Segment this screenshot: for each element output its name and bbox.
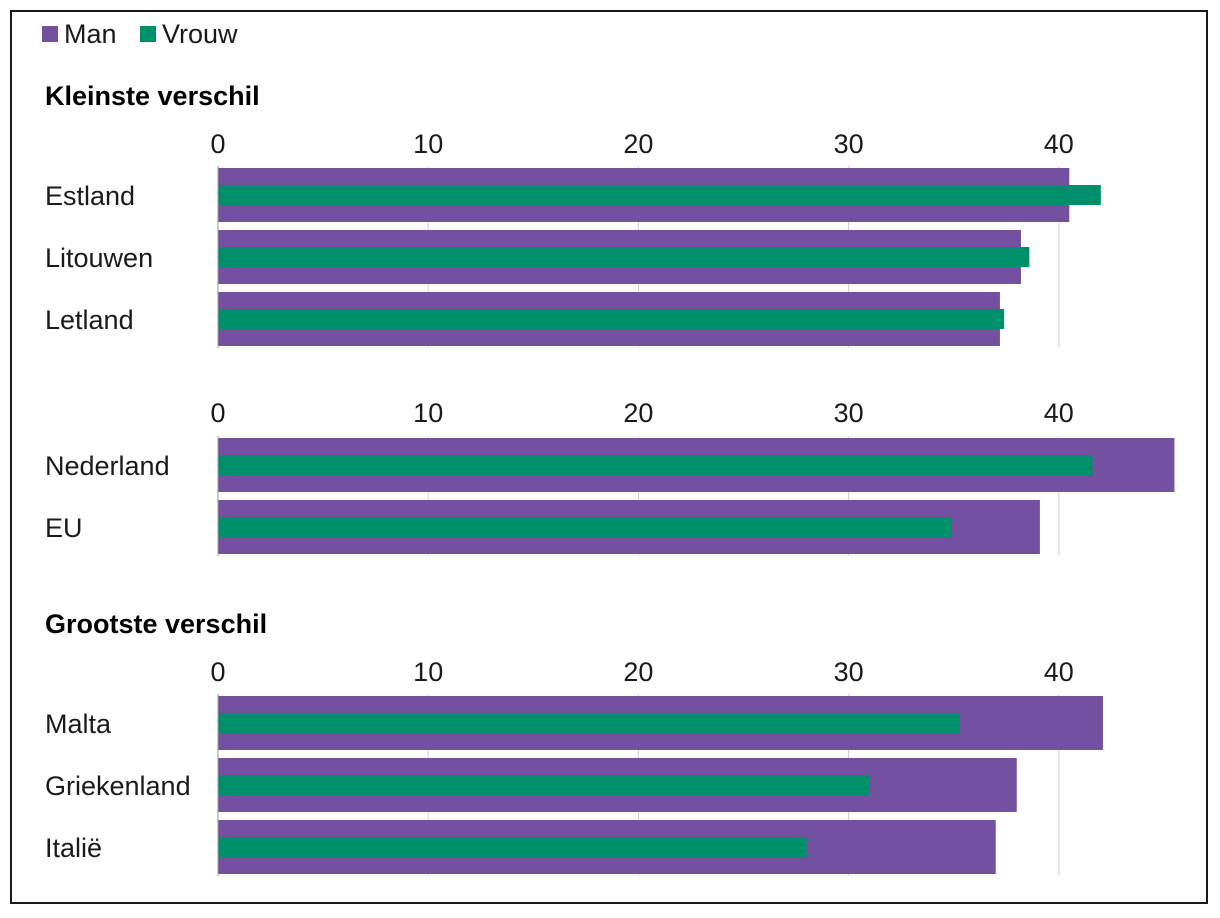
x-tick-label: 10 xyxy=(413,657,443,687)
legend-label-vrouw: Vrouw xyxy=(162,19,238,49)
legend-swatch-man xyxy=(42,26,58,42)
bar-vrouw-estland xyxy=(218,185,1101,205)
legend: Man Vrouw xyxy=(42,19,238,49)
x-tick-label: 30 xyxy=(834,129,864,159)
x-tick-label: 20 xyxy=(623,657,653,687)
category-label-estland: Estland xyxy=(45,181,135,211)
bar-row-italie: Italië xyxy=(45,820,996,874)
bar-row-eu: EU xyxy=(45,500,1040,554)
x-tick-label: 0 xyxy=(210,398,225,428)
x-tick-label: 40 xyxy=(1044,129,1074,159)
chart-groups: Kleinste verschil 0 10 20 30 40 Estland Litouwe… xyxy=(45,81,1175,876)
bar-row-malta: Malta xyxy=(45,696,1103,750)
x-tick-label: 40 xyxy=(1044,398,1074,428)
bar-vrouw-letland xyxy=(218,309,1005,329)
section-title: Grootste verschil xyxy=(45,609,267,639)
category-label-italie: Italië xyxy=(45,833,102,863)
x-tick-label: 10 xyxy=(413,129,443,159)
bar-vrouw-eu xyxy=(218,517,952,537)
chart-frame: Man Vrouw Kleinste verschil 0 10 20 30 40 Estla… xyxy=(10,10,1208,904)
x-tick-label: 0 xyxy=(210,657,225,687)
category-label-litouwen: Litouwen xyxy=(45,243,153,273)
group-reference: 0 10 20 30 40 Nederland EU xyxy=(45,398,1175,556)
bar-row-litouwen: Litouwen xyxy=(45,230,1030,284)
bar-vrouw-malta xyxy=(218,713,961,733)
category-label-eu: EU xyxy=(45,513,83,543)
bar-vrouw-nederland xyxy=(218,455,1093,475)
x-tick-label: 30 xyxy=(834,398,864,428)
section-title: Kleinste verschil xyxy=(45,81,260,111)
group-grootste-verschil: Grootste verschil 0 10 20 30 40 Malta Griekenla… xyxy=(45,609,1103,876)
category-label-nederland: Nederland xyxy=(45,451,170,481)
bar-vrouw-litouwen xyxy=(218,247,1030,267)
category-label-malta: Malta xyxy=(45,709,112,739)
group-kleinste-verschil: Kleinste verschil 0 10 20 30 40 Estland Litouwe… xyxy=(45,81,1101,348)
bar-vrouw-griekenland xyxy=(218,775,870,795)
x-tick-label: 10 xyxy=(413,398,443,428)
bar-vrouw-italie xyxy=(218,837,807,857)
x-tick-label: 30 xyxy=(834,657,864,687)
bar-row-estland: Estland xyxy=(45,168,1101,222)
bar-row-griekenland: Griekenland xyxy=(45,758,1017,812)
x-tick-label: 20 xyxy=(623,129,653,159)
x-tick-label: 20 xyxy=(623,398,653,428)
category-label-letland: Letland xyxy=(45,305,134,335)
bar-chart: Man Vrouw Kleinste verschil 0 10 20 30 40 Estla… xyxy=(42,19,1175,876)
bar-row-nederland: Nederland xyxy=(45,438,1175,492)
x-tick-label: 40 xyxy=(1044,657,1074,687)
legend-swatch-vrouw xyxy=(140,26,156,42)
legend-label-man: Man xyxy=(64,19,117,49)
bar-row-letland: Letland xyxy=(45,292,1005,346)
x-tick-label: 0 xyxy=(210,129,225,159)
category-label-griekenland: Griekenland xyxy=(45,771,191,801)
